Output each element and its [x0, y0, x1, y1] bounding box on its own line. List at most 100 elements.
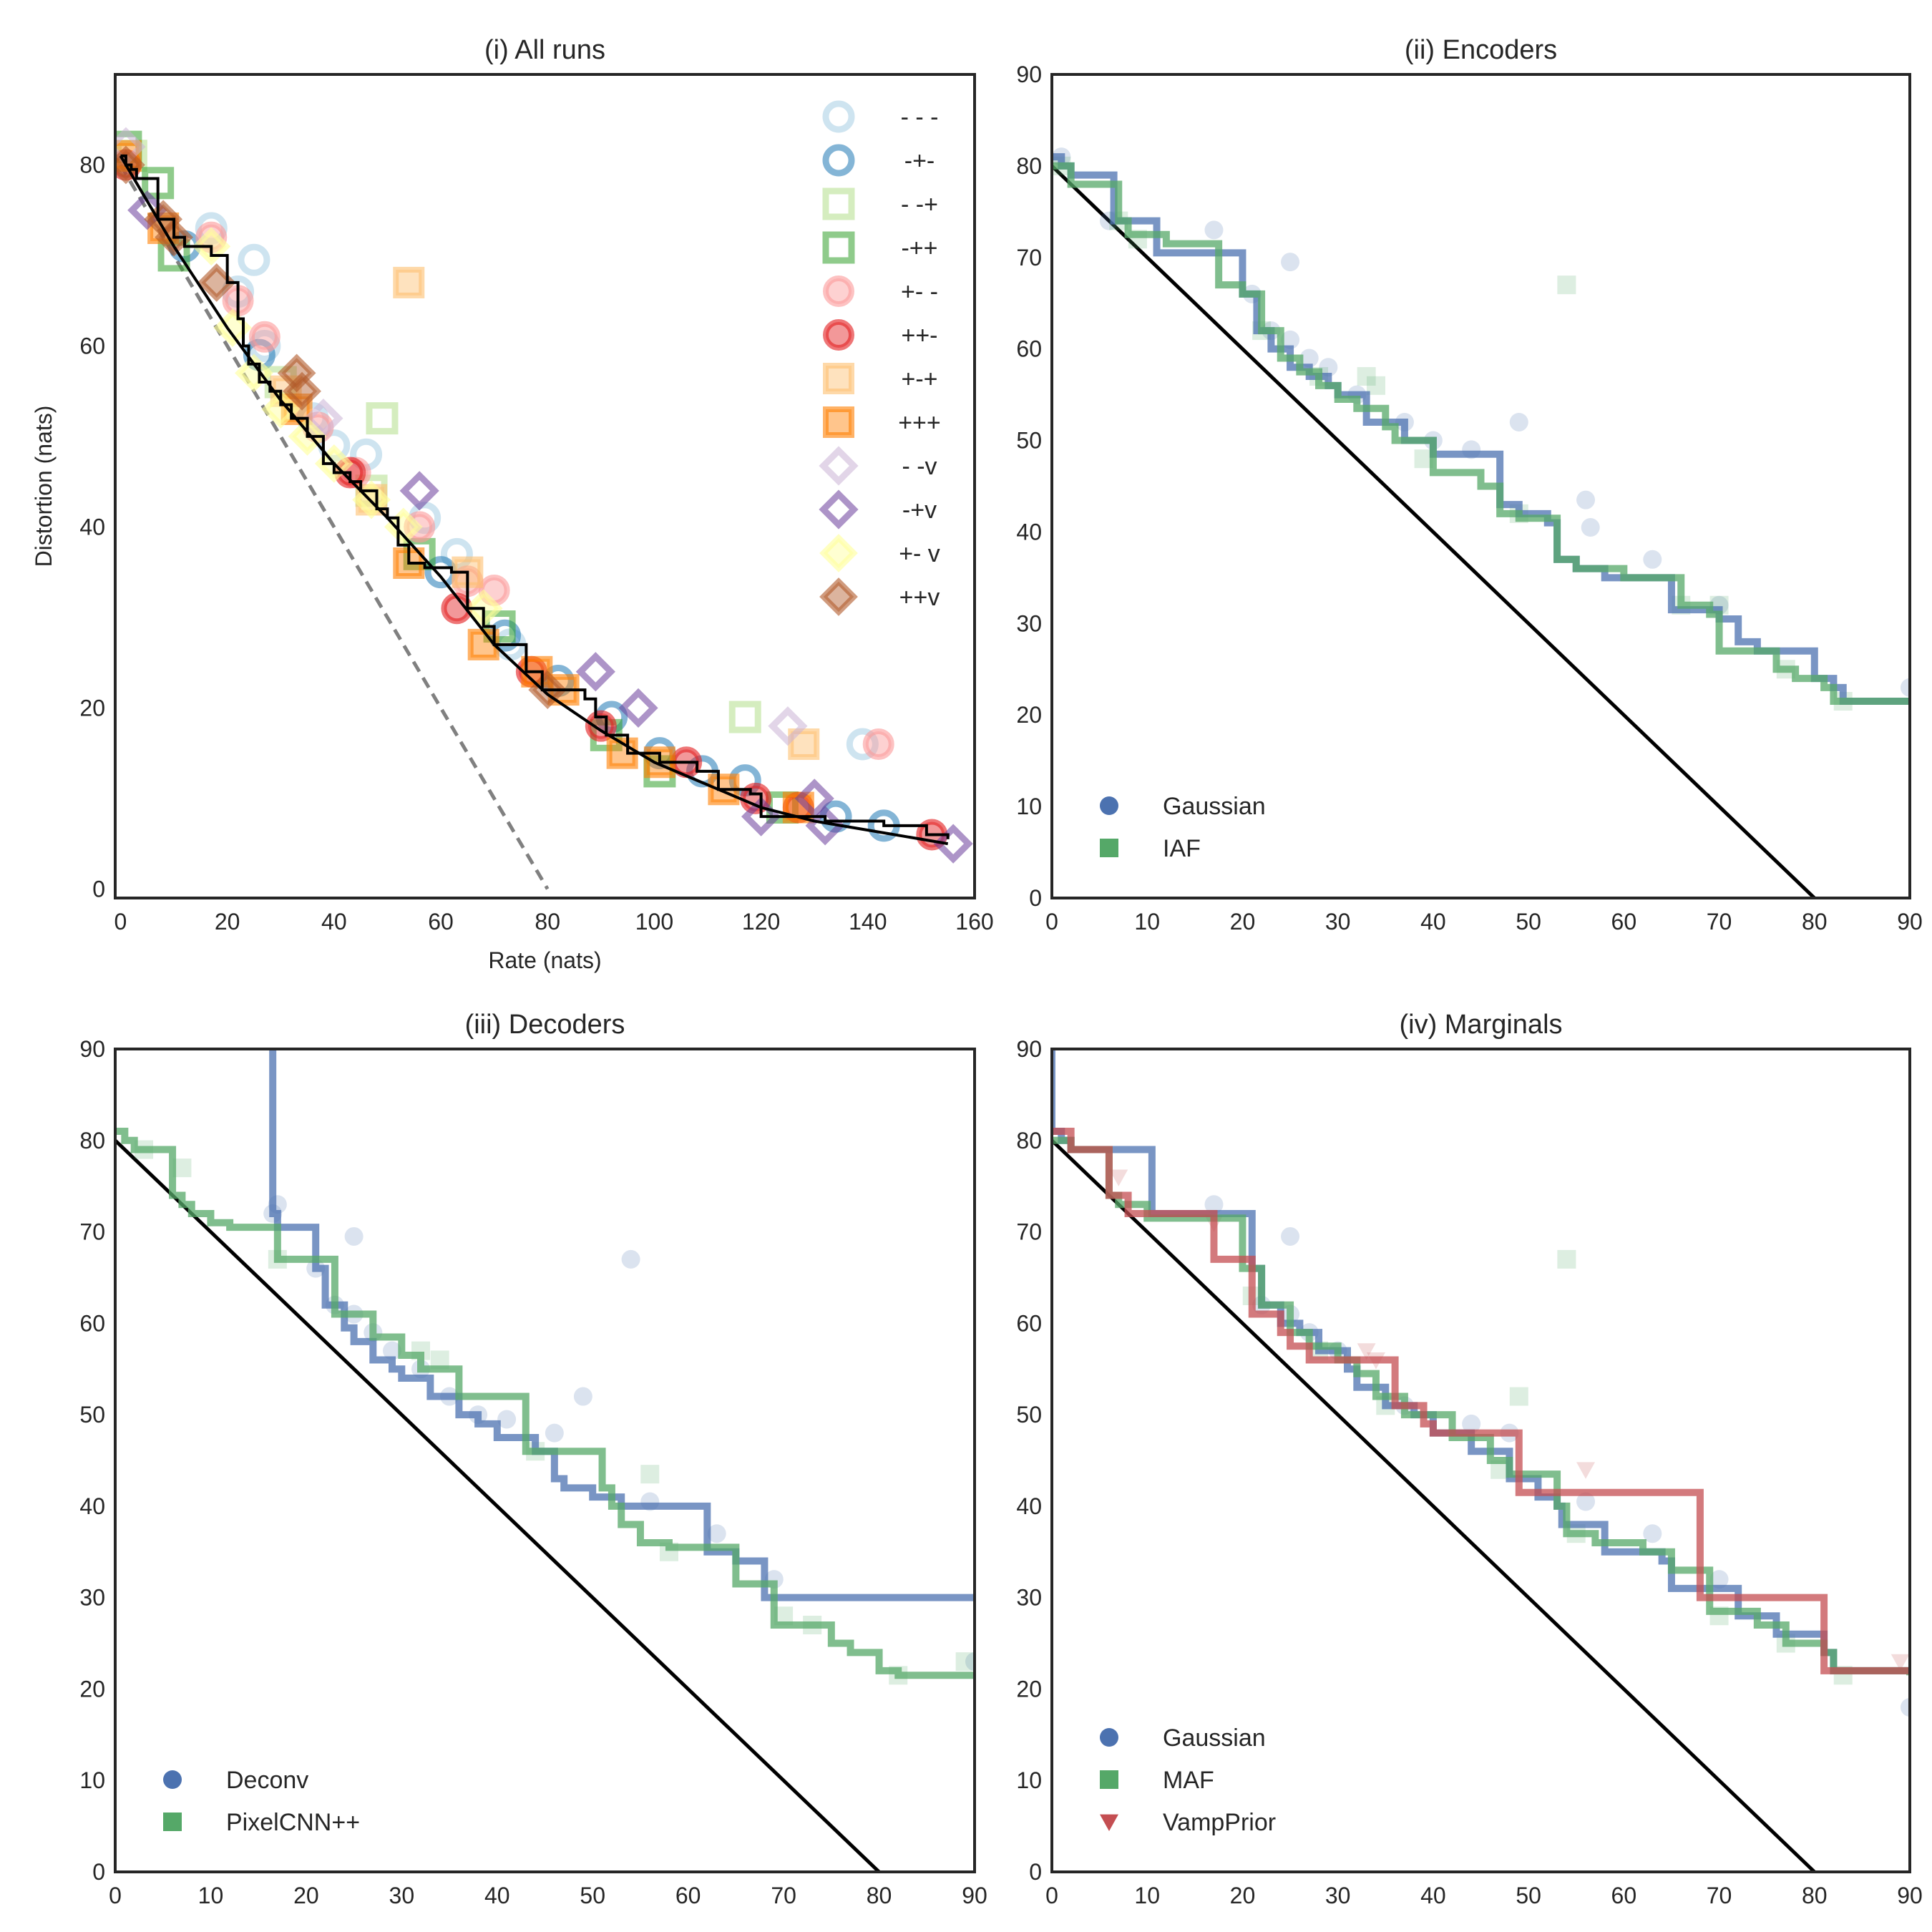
data-point [283, 371, 321, 411]
legend-marker [1100, 796, 1118, 815]
data-point [933, 824, 973, 864]
legend-label: - - - [901, 104, 939, 131]
x-tick-label: 60 [1611, 909, 1637, 935]
legend-marker [822, 100, 855, 133]
x-tick-label: 20 [1230, 1883, 1256, 1908]
x-tick-label: 30 [1325, 1883, 1351, 1908]
x-tick-label: 70 [1707, 909, 1732, 935]
data-point [1557, 1249, 1576, 1269]
legend-label: - -v [902, 453, 937, 480]
data-point [955, 1652, 975, 1672]
y-tick-label: 40 [79, 514, 105, 540]
y-tick-label: 70 [1016, 1219, 1042, 1245]
x-tick-label: 0 [1045, 909, 1058, 935]
x-tick-label: 80 [867, 1883, 892, 1908]
y-tick-label: 30 [1016, 610, 1042, 636]
data-point [384, 507, 423, 547]
y-tick-label: 0 [92, 1859, 105, 1885]
rate-distortion-bound-line [1052, 165, 1816, 898]
data-point [1357, 1343, 1376, 1360]
frontier-step-line [1052, 1049, 1910, 1674]
x-tick-label: 50 [1516, 1883, 1541, 1908]
frontier-smooth-line [119, 155, 949, 846]
x-tick-label: 40 [1420, 1883, 1446, 1908]
data-point [1109, 1169, 1128, 1186]
y-tick-label: 80 [79, 1128, 105, 1153]
chart-title: (ii) Encoders [1405, 35, 1557, 65]
data-point [1204, 220, 1224, 240]
x-tick-label: 40 [484, 1883, 510, 1908]
x-tick-label: 0 [109, 1883, 122, 1908]
panel-3: (iii) Decoders 0 10 20 30 40 50 60 70 80 90 0 10 20 30… [79, 1010, 987, 1908]
axes-frame [114, 73, 976, 899]
legend-marker [1100, 1770, 1118, 1789]
legend-label: +++ [898, 409, 941, 436]
legend-marker [822, 187, 855, 220]
y-tick-label: 80 [1016, 1128, 1042, 1153]
legend-label: MAF [1163, 1767, 1214, 1794]
y-tick-label: 80 [79, 152, 105, 177]
y-tick-label: 50 [1016, 428, 1042, 454]
y-tick-label: 30 [1016, 1585, 1042, 1611]
data-point [862, 728, 894, 760]
x-tick-label: 0 [114, 909, 127, 935]
data-point [707, 1524, 726, 1543]
y-tick-label: 40 [1016, 519, 1042, 545]
legend-label: Deconv [226, 1767, 308, 1794]
y-tick-label: 40 [79, 1493, 105, 1519]
y-tick-label: 30 [79, 1585, 105, 1611]
data-point [1890, 1654, 1910, 1672]
data-point [1319, 358, 1338, 377]
frontier-step-line [120, 154, 950, 839]
x-tick-label: 20 [215, 909, 240, 935]
data-point [965, 1652, 975, 1672]
x-tick-label: 70 [771, 1883, 796, 1908]
series-10 [192, 227, 503, 628]
x-tick-label: 10 [1134, 1883, 1160, 1908]
frontier-step-line [115, 1128, 975, 1679]
chart-title: (i) All runs [484, 35, 605, 65]
data-point [393, 266, 425, 298]
panel-4: (iv) Marginals 0 10 20 30 40 50 60 70 80 90 0 10 20 30… [1016, 1010, 1922, 1908]
data-point [248, 321, 280, 353]
y-tick-label: 70 [79, 1219, 105, 1245]
y-tick-label: 0 [92, 876, 105, 902]
data-point [621, 1249, 640, 1269]
legend-marker [819, 577, 858, 616]
data-point [573, 1387, 592, 1406]
x-tick-label: 140 [849, 909, 887, 935]
x-tick-label: 60 [1611, 1883, 1637, 1908]
y-tick-label: 60 [79, 333, 105, 358]
data-point [768, 706, 808, 746]
legend-marker [1100, 1728, 1118, 1747]
legend-label: - -+ [901, 191, 938, 218]
data-point [366, 402, 399, 435]
x-tick-label: 160 [955, 909, 993, 935]
plot-area [115, 1049, 975, 1872]
y-tick-label: 70 [1016, 245, 1042, 270]
legend-label: -++ [901, 235, 937, 262]
data-point [382, 1341, 401, 1360]
legend-marker [823, 363, 854, 394]
legend-label: +-+ [901, 366, 937, 393]
chart-title: (iii) Decoders [465, 1010, 625, 1040]
data-point [318, 429, 351, 462]
x-tick-label: 30 [1325, 909, 1351, 935]
legend-label: VampPrior [1163, 1809, 1276, 1836]
y-tick-label: 80 [1016, 153, 1042, 179]
data-point [497, 1410, 517, 1429]
data-point [489, 619, 522, 652]
y-tick-label: 20 [1016, 1676, 1042, 1702]
y-tick-label: 20 [1016, 702, 1042, 728]
x-tick-label: 50 [580, 1883, 605, 1908]
data-point [1576, 1462, 1596, 1479]
data-point [1357, 367, 1376, 386]
legend-marker [1100, 839, 1118, 857]
frontier-step-line [1052, 162, 1910, 706]
series-1 [135, 1140, 975, 1685]
y-tick-label: 60 [79, 1310, 105, 1336]
plot-area [1052, 147, 1910, 898]
legend-marker [823, 406, 854, 438]
legend-marker [822, 231, 855, 264]
y-tick-label: 50 [79, 1402, 105, 1428]
